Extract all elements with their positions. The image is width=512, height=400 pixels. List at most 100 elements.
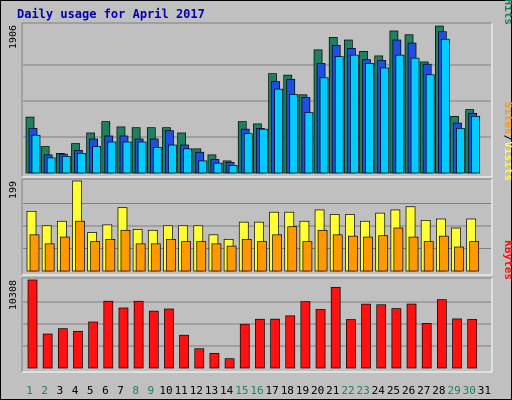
panel-kbytes-kbytes-bar-9	[148, 310, 159, 369]
panel-kbytes-right-label: KBytes	[502, 240, 512, 280]
panel-visits_sites-sites-bar-23	[363, 236, 373, 272]
panel-visits_sites-sites-bar-17	[272, 234, 282, 272]
panel-visits_sites-sites-bar-20	[317, 229, 328, 272]
x-tick-label-2: 2	[41, 384, 48, 397]
panel-hits_files_pages-max-label: 1906	[8, 25, 19, 49]
panel-kbytes-kbytes-bar-15	[239, 323, 250, 369]
panel-visits_sites-sites-bar-10	[166, 238, 176, 272]
panel-visits_sites-sites-bar-30	[469, 241, 480, 272]
panel-visits_sites-sites-bar-28	[439, 235, 449, 272]
panel-visits_sites-sites-bar-5	[90, 241, 100, 272]
panel-kbytes-kbytes-bar-12	[194, 348, 205, 369]
panel-visits_sites-sites-bar-24	[378, 235, 389, 272]
panel-hits_files_pages-pages-bar-4	[77, 153, 86, 174]
panel-hits_files_pages-pages-bar-26	[410, 57, 420, 174]
panel-hits_files_pages-pages-bar-17	[274, 88, 283, 174]
panel-visits_sites-sites-bar-1	[29, 234, 40, 272]
x-tick-label-13: 13	[205, 384, 218, 397]
x-tick-label-31: 31	[478, 384, 491, 397]
x-tick-label-1: 1	[26, 384, 33, 397]
panel-visits_sites-sites-bar-29	[454, 246, 464, 272]
panel-kbytes-kbytes-bar-4	[73, 330, 83, 369]
panel-kbytes-kbytes-bar-18	[285, 315, 296, 369]
panel-kbytes-kbytes-bar-10	[164, 308, 174, 369]
panel-visits_sites-sites-bar-15	[241, 238, 252, 272]
panel-visits_sites-sites-bar-14	[226, 245, 237, 272]
chart-title: Daily usage for April 2017	[17, 7, 205, 21]
panel-visits_sites-sites-bar-27	[423, 241, 434, 272]
panel-kbytes-kbytes-bar-25	[391, 308, 402, 369]
panel-visits_sites-sites-bar-22	[348, 235, 358, 272]
panel-hits_files_pages-pages-bar-5	[92, 146, 101, 174]
panel-kbytes-kbytes-bar-8	[133, 300, 144, 369]
panel-kbytes-kbytes-bar-19	[300, 301, 311, 369]
panel-kbytes-kbytes-bar-26	[406, 303, 417, 369]
panel-kbytes-kbytes-bar-17	[270, 318, 280, 369]
panel-hits_files_pages-pages-bar-19	[304, 112, 314, 174]
panel-visits_sites-sites-bar-16	[257, 241, 267, 272]
x-tick-label-3: 3	[57, 384, 64, 397]
panel-kbytes-kbytes-bar-21	[330, 286, 341, 369]
panel-kbytes-kbytes-bar-14	[224, 358, 235, 369]
panel-kbytes-legend-kbytes: KBytes	[502, 240, 512, 280]
panel-hits_files_pages-pages-bar-28	[441, 38, 450, 174]
x-tick-label-30: 30	[463, 384, 476, 397]
x-tick-label-17: 17	[266, 384, 279, 397]
panel-visits_sites-sites-bar-19	[302, 241, 313, 272]
x-tick-label-18: 18	[281, 384, 294, 397]
panel-visits_sites-max-label: 199	[8, 181, 19, 199]
panel-visits_sites-right-label: Sites/Visits	[502, 102, 512, 182]
x-tick-label-9: 9	[148, 384, 155, 397]
panel-hits_files_pages-pages-bar-30	[471, 115, 481, 174]
panel-visits_sites-right-label-separator-1: /	[502, 135, 512, 142]
x-tick-label-21: 21	[326, 384, 339, 397]
panel-kbytes-kbytes-bar-16	[255, 318, 265, 369]
x-tick-label-16: 16	[250, 384, 263, 397]
x-tick-label-12: 12	[190, 384, 203, 397]
panel-hits_files_pages-pages-bar-16	[259, 128, 268, 174]
x-tick-label-20: 20	[311, 384, 324, 397]
panel-visits_sites-sites-bar-9	[150, 243, 161, 272]
panel-kbytes-kbytes-bar-20	[315, 309, 326, 369]
x-tick-label-23: 23	[357, 384, 370, 397]
panel-hits_files_pages-pages-bar-11	[183, 148, 192, 174]
panel-hits_files_pages-legend-hits: Hits	[502, 0, 512, 25]
x-tick-label-29: 29	[447, 384, 460, 397]
panel-kbytes-max-label: 10308	[8, 280, 19, 310]
panel-visits_sites-sites-bar-4	[75, 220, 85, 272]
panel-kbytes-kbytes-bar-11	[179, 334, 189, 369]
panel-kbytes-kbytes-bar-30	[467, 319, 478, 369]
panel-kbytes-kbytes-bar-22	[346, 319, 356, 369]
panel-visits_sites-sites-bar-18	[287, 226, 298, 272]
panel-kbytes-kbytes-bar-29	[452, 318, 462, 369]
x-tick-label-8: 8	[132, 384, 139, 397]
panel-hits_files_pages-pages-bar-27	[425, 74, 435, 174]
panel-visits_sites-sites-bar-8	[135, 243, 146, 272]
panel-visits_sites-sites-bar-25	[393, 227, 404, 272]
panel-kbytes-kbytes-bar-7	[118, 307, 129, 369]
panel-kbytes-kbytes-bar-27	[421, 323, 432, 369]
panel-kbytes-kbytes-bar-5	[88, 321, 98, 369]
x-tick-label-11: 11	[175, 384, 188, 397]
panel-visits_sites-sites-bar-11	[181, 241, 191, 272]
panel-hits_files_pages-pages-bar-8	[137, 141, 147, 174]
panel-hits_files_pages-pages-bar-13	[213, 162, 223, 174]
panel-visits_sites-sites-bar-7	[120, 229, 131, 272]
panel-hits_files_pages-right-label: Pages/Files/Hits	[502, 0, 512, 25]
panel-kbytes-kbytes-bar-2	[42, 333, 53, 369]
x-tick-label-7: 7	[117, 384, 124, 397]
panel-kbytes-kbytes-bar-1	[27, 279, 38, 369]
panel-visits_sites-legend-visits: Visits	[502, 141, 512, 181]
x-tick-label-25: 25	[387, 384, 400, 397]
panel-visits_sites-sites-bar-13	[211, 243, 222, 272]
x-tick-label-26: 26	[402, 384, 415, 397]
panel-kbytes-kbytes-bar-3	[57, 328, 68, 369]
panel-hits_files_pages-pages-bar-3	[61, 156, 71, 174]
panel-hits_files_pages-pages-bar-21	[334, 56, 344, 174]
x-tick-label-27: 27	[417, 384, 430, 397]
x-tick-label-19: 19	[296, 384, 309, 397]
x-tick-label-15: 15	[235, 384, 248, 397]
panel-hits_files_pages-pages-bar-29	[456, 128, 465, 174]
x-tick-label-14: 14	[220, 384, 234, 397]
panel-hits_files_pages-pages-bar-6	[107, 141, 117, 174]
